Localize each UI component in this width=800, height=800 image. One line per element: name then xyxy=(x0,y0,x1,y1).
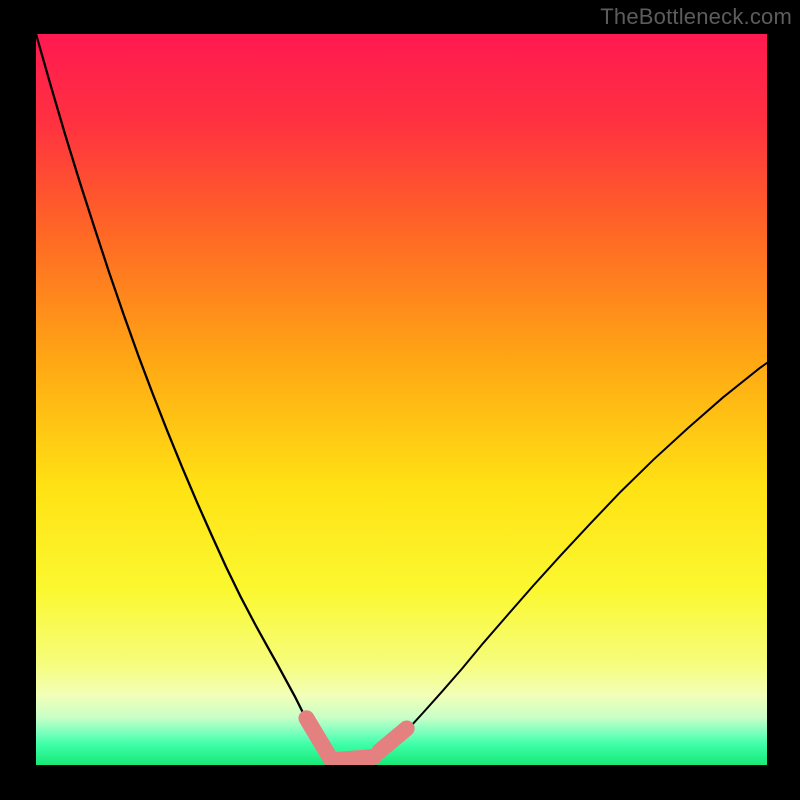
chart-svg xyxy=(36,34,767,765)
marker-segment-1 xyxy=(338,757,374,760)
gradient-background xyxy=(36,34,767,765)
chart-container: TheBottleneck.com xyxy=(0,0,800,800)
plot-area xyxy=(36,34,767,765)
watermark-text: TheBottleneck.com xyxy=(600,4,792,30)
